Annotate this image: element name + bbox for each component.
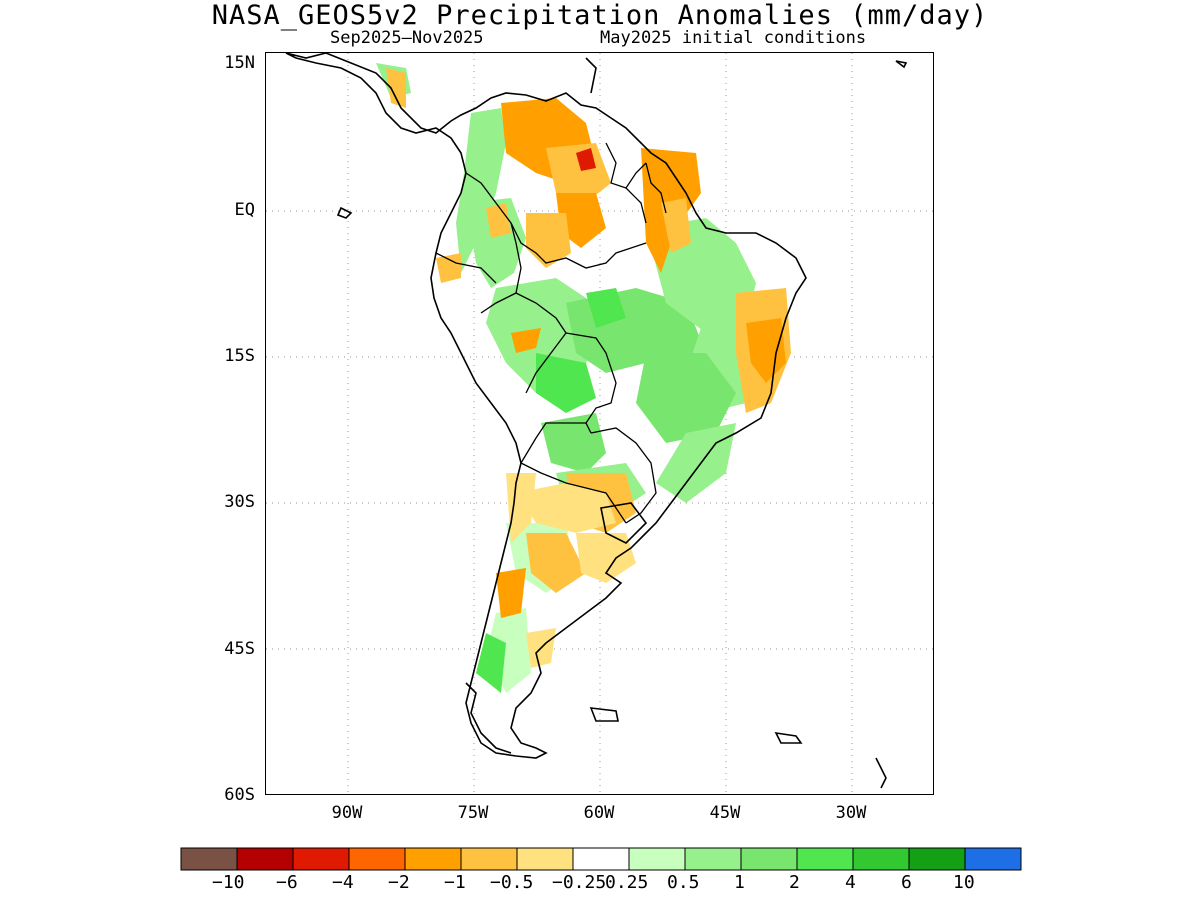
lat-label-60s: 60S: [224, 785, 255, 805]
anomaly-shading: [376, 63, 791, 693]
cb-label: 0.5: [667, 872, 700, 893]
colorbar-swatch: [852, 847, 910, 871]
cb-label: 2: [789, 872, 800, 893]
cb-label: 10: [953, 872, 975, 893]
cb-label: −0.25: [552, 872, 607, 893]
colorbar-swatch: [572, 847, 630, 871]
forecast-period: Sep2025–Nov2025: [330, 28, 484, 48]
country-borders: [435, 142, 667, 524]
lon-label-30w: 30W: [835, 803, 867, 823]
cb-label: 4: [845, 872, 856, 893]
cb-label: 6: [901, 872, 912, 893]
colorbar-swatch: [180, 847, 238, 871]
colorbar-swatch: [516, 847, 574, 871]
map-title: NASA_GEOS5v2 Precipitation Anomalies (mm…: [211, 0, 989, 31]
lon-label-75w: 75W: [457, 803, 489, 823]
lon-label-45w: 45W: [709, 803, 741, 823]
map-canvas: [266, 53, 933, 794]
cb-label: −1: [444, 872, 466, 893]
colorbar-swatch: [740, 847, 798, 871]
colorbar-swatch: [460, 847, 518, 871]
initial-conditions: May2025 initial conditions: [600, 28, 867, 48]
cb-label: −2: [388, 872, 410, 893]
colorbar-swatch: [404, 847, 462, 871]
coastlines: [285, 53, 908, 789]
colorbar-swatch: [964, 847, 1022, 871]
lon-label-60w: 60W: [583, 803, 615, 823]
lat-label-15s: 15S: [224, 346, 255, 366]
colorbar-swatch: [796, 847, 854, 871]
cb-label: −0.5: [490, 872, 534, 893]
colorbar-swatch: [348, 847, 406, 871]
cb-label: 1: [734, 872, 745, 893]
lat-label-15n: 15N: [224, 53, 255, 73]
map-panel: [265, 52, 934, 795]
colorbar-swatch: [236, 847, 294, 871]
colorbar-swatch: [628, 847, 686, 871]
cb-label: −6: [276, 872, 298, 893]
lat-label-eq: EQ: [234, 200, 255, 220]
colorbar-swatch: [908, 847, 966, 871]
colorbar-swatch: [292, 847, 350, 871]
cb-label: −4: [332, 872, 354, 893]
cb-label: −10: [212, 872, 245, 893]
colorbar: [180, 847, 1022, 871]
lat-label-45s: 45S: [224, 639, 255, 659]
lat-label-30s: 30S: [224, 492, 255, 512]
lon-label-90w: 90W: [331, 803, 363, 823]
cb-label: 0.25: [605, 872, 649, 893]
colorbar-swatch: [684, 847, 742, 871]
